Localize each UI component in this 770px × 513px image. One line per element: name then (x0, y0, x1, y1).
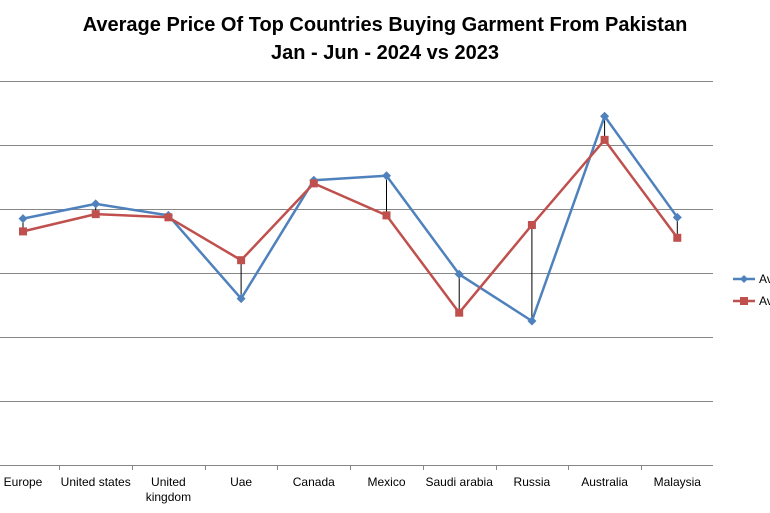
series-layer (18, 111, 682, 326)
x-tick-label: Canada (293, 475, 335, 489)
high-low-lines (22, 116, 678, 321)
data-point (91, 199, 101, 209)
data-point (600, 135, 609, 144)
x-tick-label: Europe (4, 475, 43, 489)
series-1-line (22, 114, 679, 323)
x-tick-label: United (151, 475, 186, 489)
x-tick-label: Russia (514, 475, 551, 489)
data-point (455, 308, 464, 317)
chart-title-line-1: Average Price Of Top Countries Buying Ga… (83, 14, 688, 36)
legend-label: Av (759, 272, 770, 286)
series-1 (18, 111, 682, 326)
data-point (19, 227, 27, 236)
data-point (236, 294, 246, 304)
x-tick-label: Mexico (367, 475, 405, 489)
data-point (18, 214, 28, 224)
legend-marker (740, 297, 748, 305)
data-point (164, 213, 173, 222)
data-point (91, 210, 100, 219)
data-point (527, 316, 537, 326)
x-tick-label: kingdom (146, 490, 191, 504)
x-tick-label: United states (61, 475, 131, 489)
legend-label: Av (759, 294, 770, 308)
series-2 (19, 135, 682, 317)
legend: Av Av (733, 272, 770, 308)
data-point (600, 111, 610, 121)
data-point (382, 211, 391, 220)
data-point (673, 233, 682, 242)
data-point (237, 256, 246, 265)
x-tick-label: Australia (581, 475, 628, 489)
legend-item-1: Av (733, 272, 770, 286)
data-point (454, 269, 464, 279)
x-tick-label: Saudi arabia (426, 475, 494, 489)
data-point (309, 179, 318, 188)
x-tick-label: Uae (230, 475, 252, 489)
series-2-line (22, 138, 679, 314)
data-point (527, 221, 536, 229)
legend-marker (740, 275, 748, 283)
chart-title-line-2: Jan - Jun - 2024 vs 2023 (271, 42, 499, 64)
data-point (382, 171, 391, 181)
data-point (672, 212, 682, 222)
legend-item-2: Av (733, 294, 770, 308)
gridlines (0, 81, 713, 470)
x-tick-label: Malaysia (654, 475, 702, 489)
